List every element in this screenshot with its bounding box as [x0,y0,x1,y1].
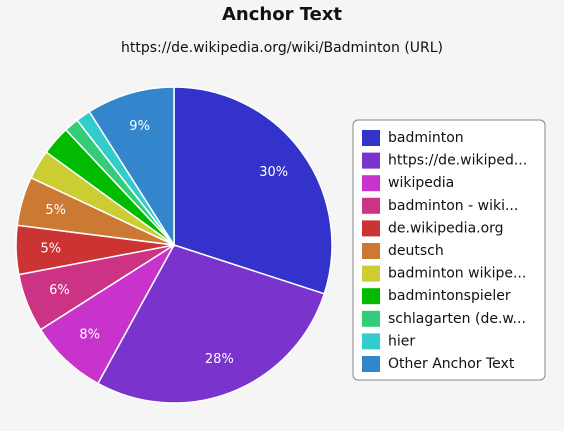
legend-swatch [362,197,380,214]
pie-slice [88,86,175,248]
legend-swatch [362,310,380,327]
slice-label: 5% [41,241,62,256]
legend-label: schlagarten (de.w... [388,311,526,327]
chart-title: Anchor Text [222,4,342,25]
slice-label: 5% [45,203,66,218]
slice-label: 9% [129,119,150,134]
slice-label: 28% [205,352,234,367]
legend-label: hier [388,333,415,349]
slice-label: 6% [49,283,70,298]
legend-swatch [362,130,380,146]
legend-swatch [362,175,380,192]
legend-label: badmintonspieler [388,288,511,304]
pie-slice [96,244,326,404]
legend-label: Other Anchor Text [388,356,515,372]
legend-swatch [362,333,380,350]
legend-swatch [362,288,380,305]
legend-swatch [362,243,380,259]
legend-swatch [362,356,380,372]
legend-label: wikipedia [388,175,454,191]
legend-label: badminton wikipe... [388,266,526,282]
legend-swatch [362,265,380,282]
pie-slice [173,86,333,295]
legend-box [352,119,546,381]
legend-swatch [362,152,380,169]
slice-label: 30% [259,165,288,180]
legend-label: https://de.wikiped... [388,153,527,169]
legend-label: badminton [388,130,464,146]
legend-swatch [362,220,380,237]
slice-label: 8% [79,327,100,342]
legend-label: badminton - wiki... [388,198,518,214]
legend-label: de.wikipedia.org [388,220,504,236]
chart-subtitle: https://de.wikipedia.org/wiki/Badminton … [121,40,443,56]
legend-label: deutsch [388,243,444,259]
